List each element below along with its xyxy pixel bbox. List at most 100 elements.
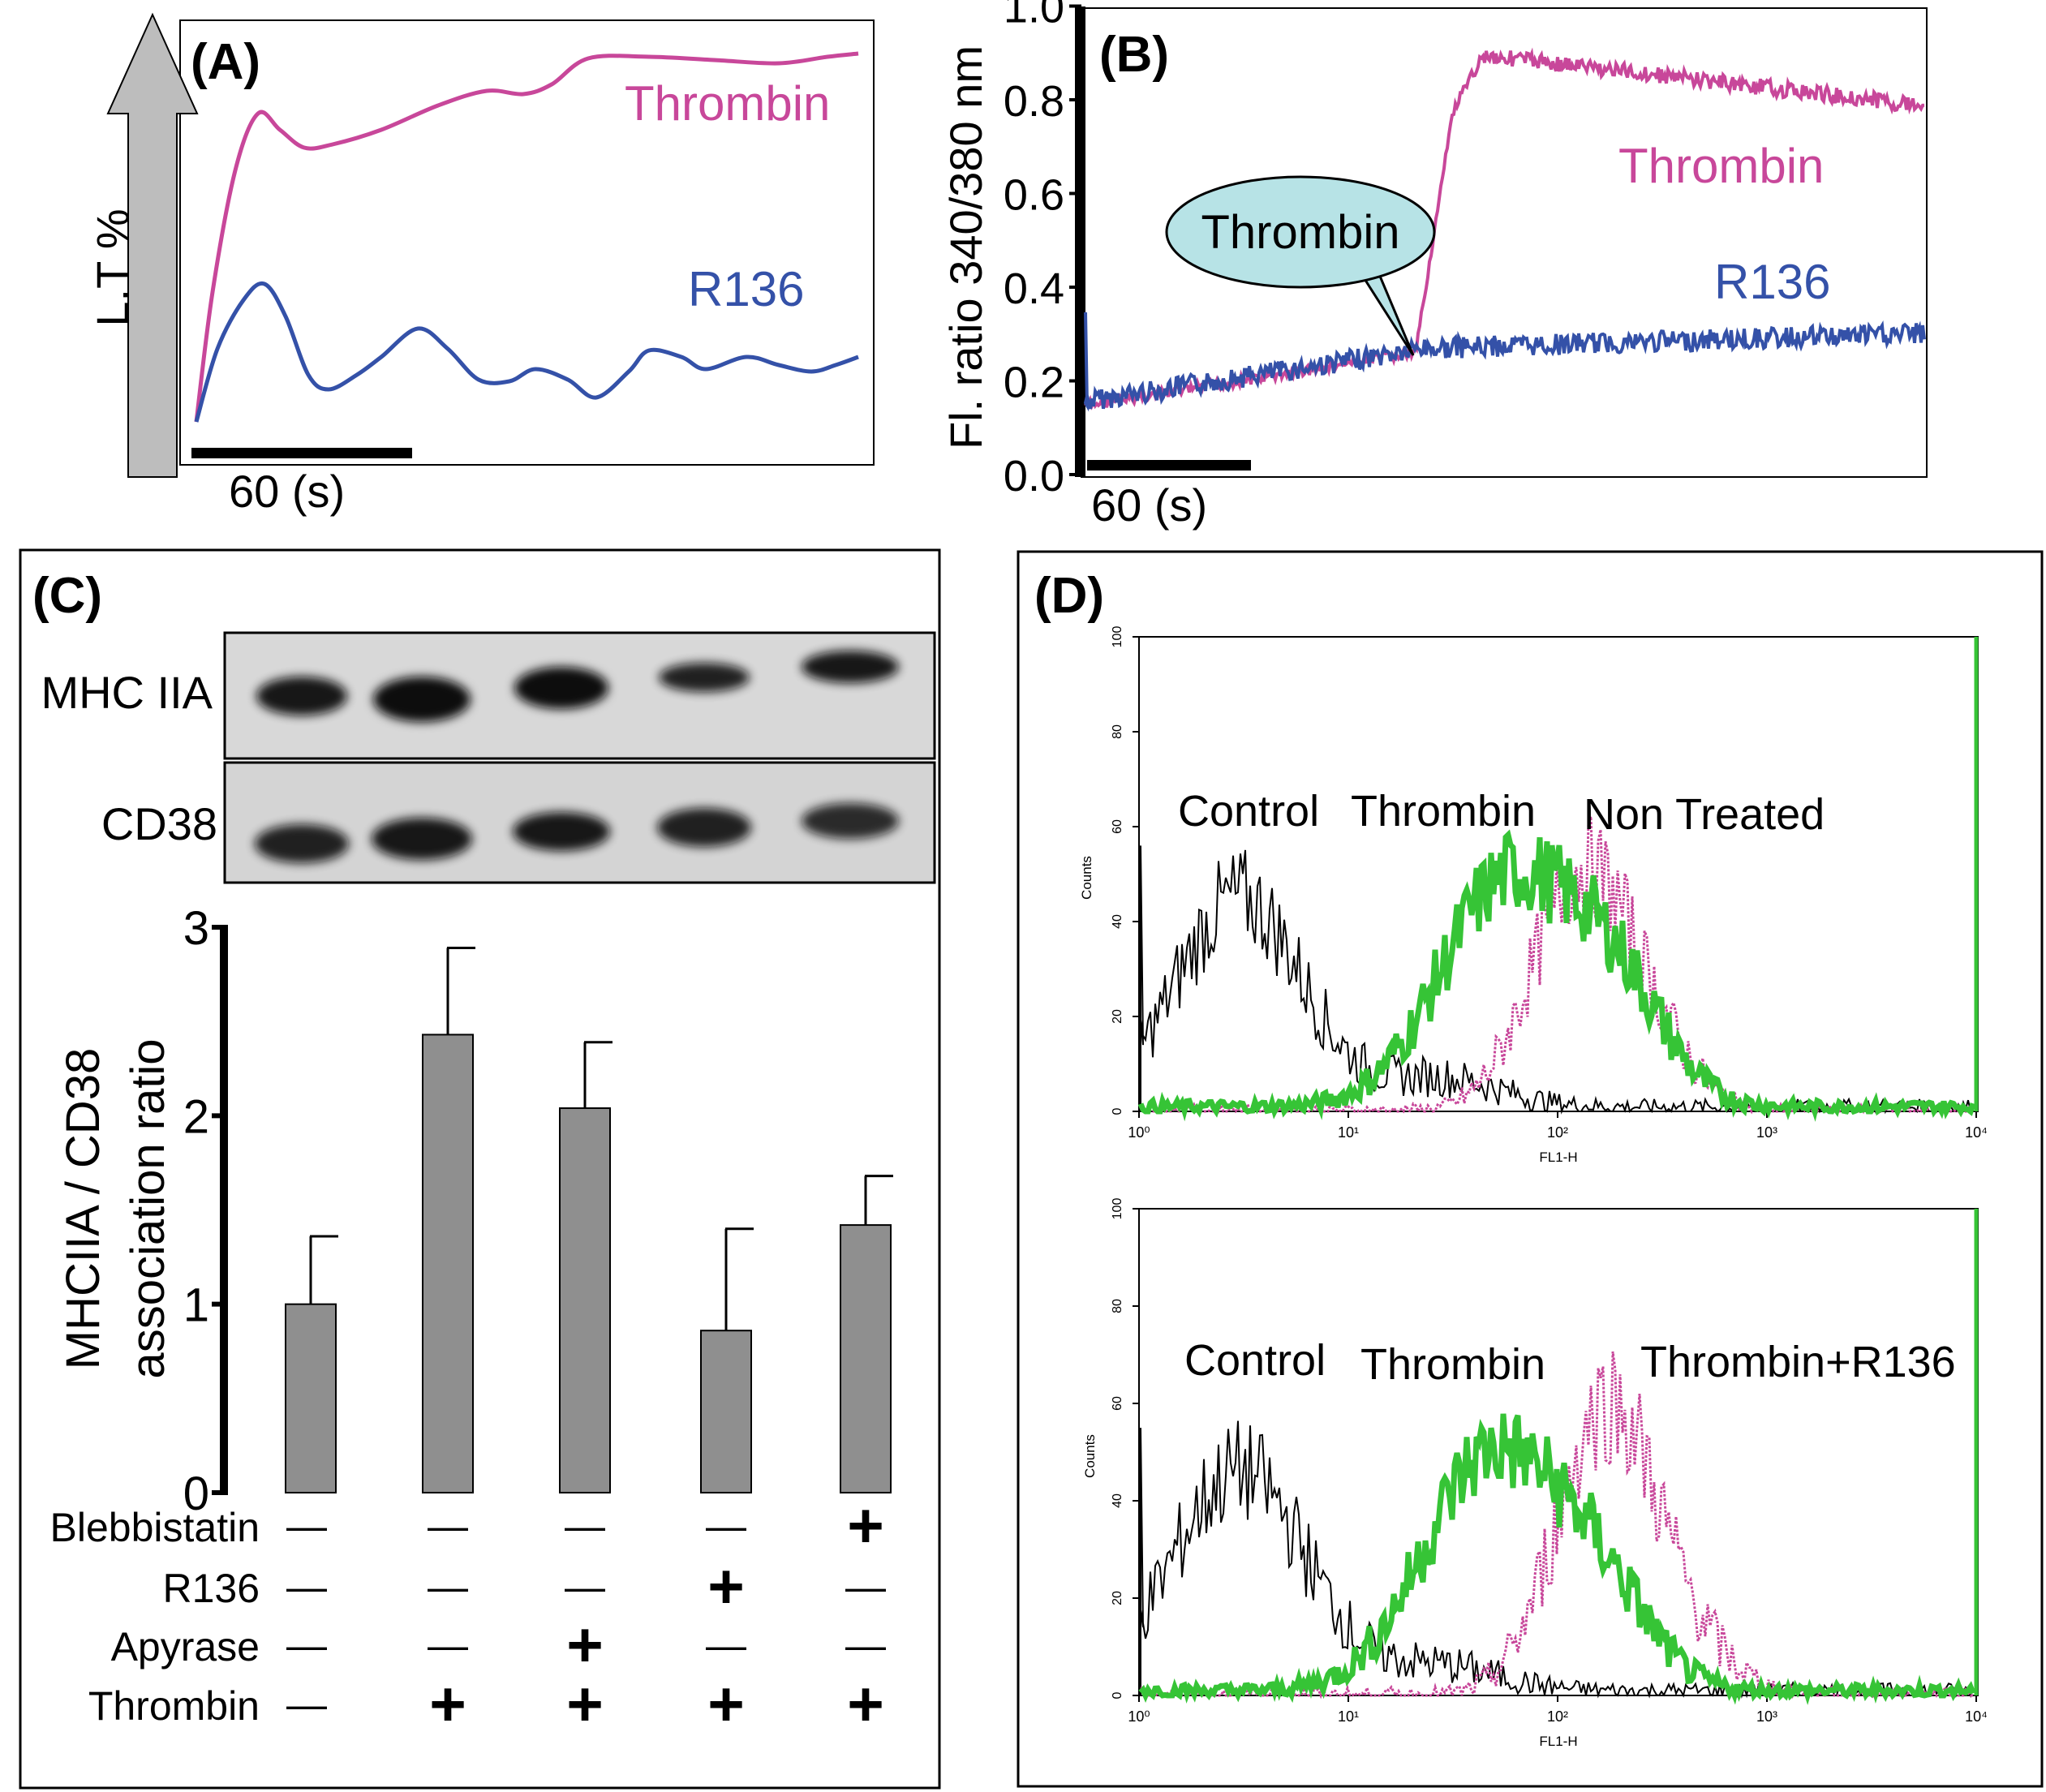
condition-label-blebbistatin: Blebbistatin — [50, 1505, 260, 1550]
histogram-ytick-label: 0 — [1111, 1107, 1124, 1115]
histogram-top-legend-control: Control — [1178, 787, 1319, 836]
histogram-ytick-label: 100 — [1111, 626, 1124, 648]
condition-mark-dash: — — [565, 1503, 605, 1549]
panel-a-scale-bar — [191, 448, 412, 458]
panel-d-frame — [1017, 550, 2044, 1788]
up-arrow-icon — [106, 12, 199, 478]
condition-mark-plus: + — [847, 1489, 884, 1561]
condition-mark-dash: — — [286, 1503, 327, 1549]
panel-b-scale-label: 60 (s) — [1091, 479, 1207, 531]
histogram-ytick-label: 20 — [1111, 1009, 1124, 1024]
histogram-bottom-frame — [1138, 1208, 1979, 1696]
callout-joint — [1348, 258, 1386, 273]
bar-chart-ytick-label: 0 — [183, 1468, 209, 1520]
condition-mark-dash: — — [286, 1622, 327, 1668]
panel-a-r136-label: R136 — [688, 262, 804, 316]
histogram-bottom-xlabel: FL1-H — [1539, 1734, 1577, 1749]
histogram-ytick-label: 80 — [1111, 724, 1124, 739]
histogram-xtick-label: 10³ — [1756, 1124, 1777, 1141]
bar-chart-ytick-label: 3 — [183, 902, 209, 955]
panel-b-ytick-label: 0.6 — [1004, 171, 1064, 220]
condition-mark-dash: — — [428, 1622, 468, 1668]
histogram-bottom-legend-control: Control — [1184, 1336, 1326, 1385]
panel-a: L.T % (A) Thrombin R136 60 (s) — [87, 12, 875, 517]
panel-a-scale-label: 60 (s) — [229, 466, 345, 517]
panel-a-r136-trace — [194, 281, 859, 423]
panel-b: 0.00.20.40.60.81.0 Fl. ratio 340/380 nm … — [940, 0, 1928, 531]
blot-band-mhc-iia — [659, 663, 750, 692]
histogram-xtick-label: 10⁰ — [1128, 1708, 1150, 1725]
panel-a-thrombin-trace — [194, 51, 859, 423]
condition-mark-dash: — — [428, 1564, 468, 1609]
condition-mark-dash: — — [428, 1503, 468, 1549]
histogram-bottom-thrombin-trace — [1138, 1413, 1976, 1705]
condition-label-thrombin: Thrombin — [88, 1683, 260, 1729]
blot-band-mhc-iia — [256, 677, 347, 716]
histogram-top-legend-non-treated: Non Treated — [1584, 790, 1825, 839]
panel-b-ytick-label: 0.4 — [1004, 264, 1064, 313]
panel-b-ytick-label: 0.8 — [1004, 77, 1064, 126]
panel-b-y-axis — [1075, 6, 1085, 477]
blot-band-cd38 — [255, 824, 349, 863]
panel-b-scale-bar — [1087, 460, 1251, 471]
panel-d-label: (D) — [1034, 568, 1104, 624]
histogram-bottom-legend-thrombin: Thrombin — [1360, 1340, 1545, 1389]
blot-label-cd38: CD38 — [101, 798, 217, 849]
condition-mark-dash: — — [565, 1564, 605, 1609]
histogram-xtick-label: 10⁰ — [1128, 1124, 1150, 1141]
histogram-ytick-label: 100 — [1111, 1198, 1124, 1220]
condition-mark-plus: + — [707, 1668, 745, 1739]
panel-a-thrombin-label: Thrombin — [625, 76, 830, 131]
panel-b-r136-label: R136 — [1714, 255, 1830, 309]
condition-mark-dash: — — [286, 1682, 327, 1727]
panel-b-ytick-label: 0.2 — [1004, 359, 1064, 407]
blot-label-mhc-iia: MHC IIA — [41, 667, 213, 718]
histogram-bottom-control-trace — [1140, 1420, 1974, 1699]
panel-a-label: (A) — [191, 34, 260, 90]
histogram-top: 0 20 40 60 80 100 10⁰ 10¹ 10² 10³ 10⁴ Counts FL1-H… — [1079, 626, 1988, 1165]
condition-mark-dash: — — [706, 1503, 746, 1549]
blot-band-cd38 — [513, 812, 610, 851]
bar — [422, 1034, 474, 1494]
histogram-xtick-label: 10⁴ — [1965, 1708, 1988, 1725]
bar-chart-ytick-label: 1 — [183, 1279, 209, 1332]
histogram-ytick-label: 20 — [1111, 1591, 1124, 1605]
panel-b-label: (B) — [1099, 27, 1169, 83]
blot-band-mhc-iia — [802, 651, 899, 683]
histogram-ytick-label: 40 — [1111, 914, 1124, 929]
histogram-top-ylabel: Counts — [1079, 856, 1094, 900]
histogram-bottom: 0 20 40 60 80 100 10⁰ 10¹ 10² 10³ 10⁴ Counts FL1-H… — [1082, 1198, 1988, 1749]
histogram-top-thrombin-trace — [1137, 829, 1976, 1122]
panel-a-frame — [179, 19, 875, 466]
histogram-top-legend-thrombin: Thrombin — [1351, 787, 1536, 836]
panel-d: (D) 0 20 40 60 80 100 10⁰ 10¹ 10² 10³ 10⁴ Counts F… — [1017, 550, 2044, 1788]
bar-chart-ytick-label: 2 — [183, 1090, 209, 1143]
condition-mark-plus: + — [566, 1668, 604, 1739]
bar-chart-ylabel-2: association ratio — [122, 1038, 174, 1378]
histogram-xtick-label: 10¹ — [1338, 1708, 1359, 1725]
condition-mark-plus: + — [847, 1668, 884, 1739]
blot-band-cd38 — [802, 803, 899, 839]
bar — [700, 1330, 752, 1494]
bar — [285, 1303, 337, 1493]
histogram-xtick-label: 10³ — [1756, 1708, 1777, 1725]
condition-mark-dash: — — [286, 1564, 327, 1609]
blot-band-cd38 — [372, 818, 472, 860]
bar — [559, 1107, 611, 1494]
condition-mark-plus: + — [566, 1609, 604, 1680]
panel-c-label: (C) — [32, 568, 102, 624]
histogram-top-xlabel: FL1-H — [1539, 1150, 1577, 1165]
condition-label-r136: R136 — [162, 1566, 260, 1611]
condition-mark-dash: — — [845, 1564, 886, 1609]
histogram-bottom-legend-thrombin-r136: Thrombin+R136 — [1640, 1338, 1956, 1386]
panel-c: (C) MHC IIA CD38 0 1 2 3 MHCIIA / CD38 asso… — [19, 548, 941, 1790]
panel-b-ylabel: Fl. ratio 340/380 nm — [940, 45, 991, 449]
histogram-bottom-ylabel: Counts — [1082, 1434, 1098, 1478]
blot-band-cd38 — [657, 808, 751, 847]
panel-b-ytick-label: 1.0 — [1004, 0, 1064, 32]
condition-label-apyrase: Apyrase — [111, 1624, 260, 1670]
histogram-xtick-label: 10² — [1547, 1708, 1568, 1725]
condition-mark-plus: + — [429, 1668, 466, 1739]
blot-band-mhc-iia — [514, 667, 608, 709]
panel-b-r136-trace — [1083, 312, 1926, 412]
